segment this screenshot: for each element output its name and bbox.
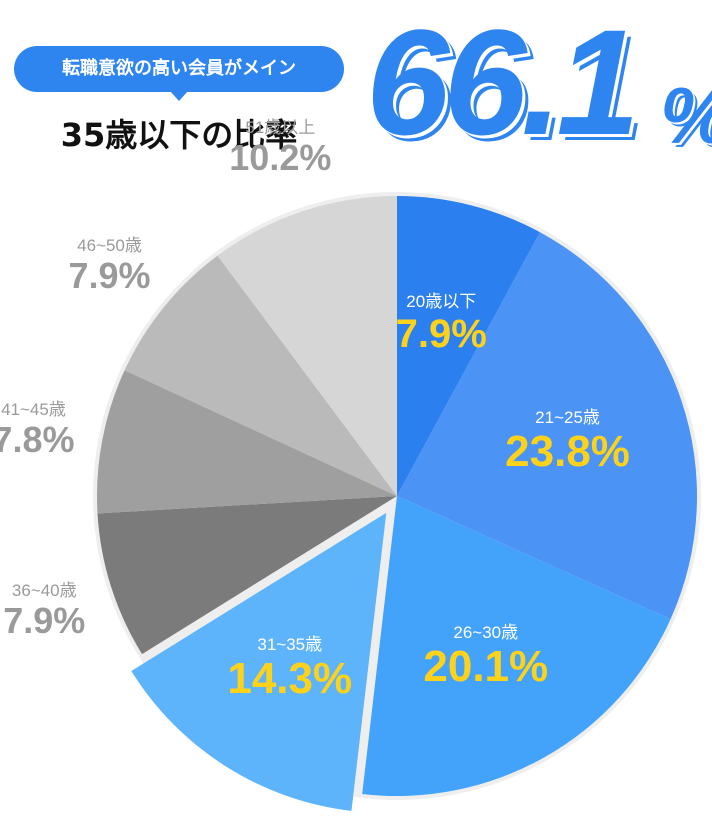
pie-label-value: 7.8%: [0, 419, 75, 461]
chart-subtitle: 35歳以下の比率: [60, 116, 298, 154]
highlight-number: 66.1: [366, 0, 640, 166]
pie-label-4: 36~40歳 7.9%: [0, 576, 124, 641]
pie-slice-4: [97, 496, 397, 655]
pie-label-3: 31~35歳 14.3%: [210, 630, 370, 703]
pie-label-value: 10.2%: [229, 136, 332, 178]
pie-label-7: 51歳以上 10.2%: [200, 113, 360, 178]
pie-label-value: 14.3%: [227, 653, 353, 703]
pie-slice-1: [397, 232, 697, 620]
pie-label-2: 26~30歳 20.1%: [406, 618, 566, 691]
pie-label-value: 7.9%: [68, 255, 151, 297]
highlight-percentage: 66.1 %: [360, 0, 712, 170]
feature-badge: 転職意欲の高い会員がメイン: [14, 46, 344, 101]
highlight-unit: %: [660, 76, 712, 156]
pie-label-5: 41~45歳 7.8%: [0, 395, 113, 460]
pie-slice-6: [124, 255, 397, 496]
pie-slice-7: [217, 196, 397, 496]
pie-label-name: 20歳以下: [406, 291, 477, 311]
pie-slice-3: [131, 512, 387, 811]
pie-label-value: 7.9%: [3, 599, 86, 641]
pie-slice-0: [397, 196, 541, 496]
pie-label-0: 20歳以下 7.9%: [361, 287, 521, 356]
pie-label-name: 26~30歳: [453, 622, 519, 642]
pie-label-6: 46~50歳 7.9%: [29, 231, 189, 296]
pie-slice-5: [97, 370, 397, 514]
pie-label-name: 46~50歳: [77, 236, 142, 256]
pie-label-name: 31~35歳: [257, 634, 323, 654]
pie-label-name: 41~45歳: [1, 400, 66, 420]
pie-label-value: 7.9%: [395, 311, 487, 356]
pie-label-value: 23.8%: [505, 427, 630, 477]
feature-badge-text: 転職意欲の高い会員がメイン: [62, 58, 296, 79]
pie-label-value: 20.1%: [423, 641, 549, 691]
pie-slice-2: [362, 496, 671, 796]
pie-label-1: 21~25歳 23.8%: [488, 403, 648, 476]
pie-label-name: 51歳以上: [245, 117, 316, 137]
pie-label-name: 21~25歳: [535, 408, 600, 428]
pie-label-name: 36~40歳: [11, 580, 77, 600]
